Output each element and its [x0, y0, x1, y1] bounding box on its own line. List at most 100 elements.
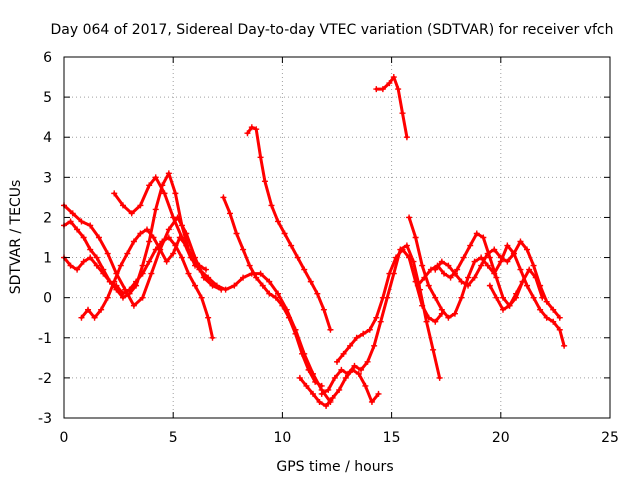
data-point [222, 286, 229, 293]
data-point [458, 294, 465, 301]
data-point [244, 130, 251, 137]
data-point [178, 234, 185, 241]
data-point [209, 334, 216, 341]
data-point [336, 386, 343, 393]
data-point [465, 282, 472, 289]
data-point [275, 290, 282, 297]
x-axis-label: GPS time / hours [276, 459, 393, 475]
data-point [248, 124, 255, 131]
data-point [272, 294, 279, 301]
data-point [275, 218, 282, 225]
data-point [257, 270, 264, 277]
data-point [80, 234, 87, 241]
data-point [161, 190, 168, 197]
data-point [491, 246, 498, 253]
data-point [368, 398, 375, 405]
data-point [524, 282, 531, 289]
data-series [220, 194, 325, 389]
data-point [143, 226, 150, 233]
data-point [484, 250, 491, 257]
data-point [266, 278, 273, 285]
data-point [299, 350, 306, 357]
data-point [561, 342, 568, 349]
data-point [78, 314, 85, 321]
data-point [80, 258, 87, 265]
data-point [478, 262, 485, 269]
data-point [205, 314, 212, 321]
data-point [458, 278, 465, 285]
data-point [406, 254, 413, 261]
data-point [157, 246, 164, 253]
data-point [113, 286, 120, 293]
data-point [87, 254, 94, 261]
y-tick-label: 4 [43, 130, 52, 146]
data-point [399, 110, 406, 117]
y-axis-label: SDTVAR / TECUs [8, 180, 24, 295]
data-point [451, 310, 458, 317]
data-point [347, 342, 354, 349]
data-point [130, 302, 137, 309]
data-point [414, 282, 421, 289]
data-point [124, 250, 131, 257]
data-point [386, 80, 393, 87]
data-point [281, 230, 288, 237]
data-point [467, 242, 474, 249]
data-point [233, 230, 240, 237]
series-line [433, 240, 562, 320]
data-point [285, 314, 292, 321]
data-point [137, 202, 144, 209]
series-line [374, 75, 409, 139]
data-point [399, 246, 406, 253]
data-point [122, 286, 129, 293]
data-point [550, 318, 557, 325]
data-point [202, 266, 209, 273]
data-point [288, 242, 295, 249]
data-point [451, 270, 458, 277]
data-point [74, 226, 81, 233]
data-point [377, 318, 384, 325]
data-point [373, 86, 380, 93]
data-point [301, 266, 308, 273]
data-point [412, 234, 419, 241]
data-point [543, 298, 550, 305]
data-point [85, 306, 92, 313]
data-point [213, 282, 220, 289]
data-point [445, 262, 452, 269]
data-point [87, 246, 94, 253]
series-line [488, 280, 525, 312]
data-point [196, 266, 203, 273]
data-point [152, 206, 159, 213]
data-point [353, 334, 360, 341]
data-point [95, 234, 102, 241]
data-point [484, 262, 491, 269]
data-point [226, 210, 233, 217]
x-tick-label: 0 [60, 430, 69, 446]
data-series [296, 366, 382, 409]
data-point [493, 274, 500, 281]
data-point [261, 178, 268, 185]
data-point [438, 258, 445, 265]
data-point [342, 374, 349, 381]
data-point [318, 390, 325, 397]
data-point [69, 210, 76, 217]
y-tick-label: 6 [43, 50, 52, 66]
data-point [111, 278, 118, 285]
x-tick-label: 15 [383, 430, 401, 446]
data-point [78, 218, 85, 225]
data-point [165, 226, 172, 233]
data-point [530, 294, 537, 301]
data-point [506, 302, 513, 309]
data-point [364, 358, 371, 365]
data-point [392, 254, 399, 261]
data-point [504, 258, 511, 265]
data-point [198, 294, 205, 301]
data-point [170, 250, 177, 257]
data-point [165, 170, 172, 177]
data-point [432, 294, 439, 301]
data-point [185, 270, 192, 277]
data-point [334, 358, 340, 365]
data-point [419, 262, 426, 269]
data-point [473, 230, 480, 237]
data-point [312, 378, 319, 385]
